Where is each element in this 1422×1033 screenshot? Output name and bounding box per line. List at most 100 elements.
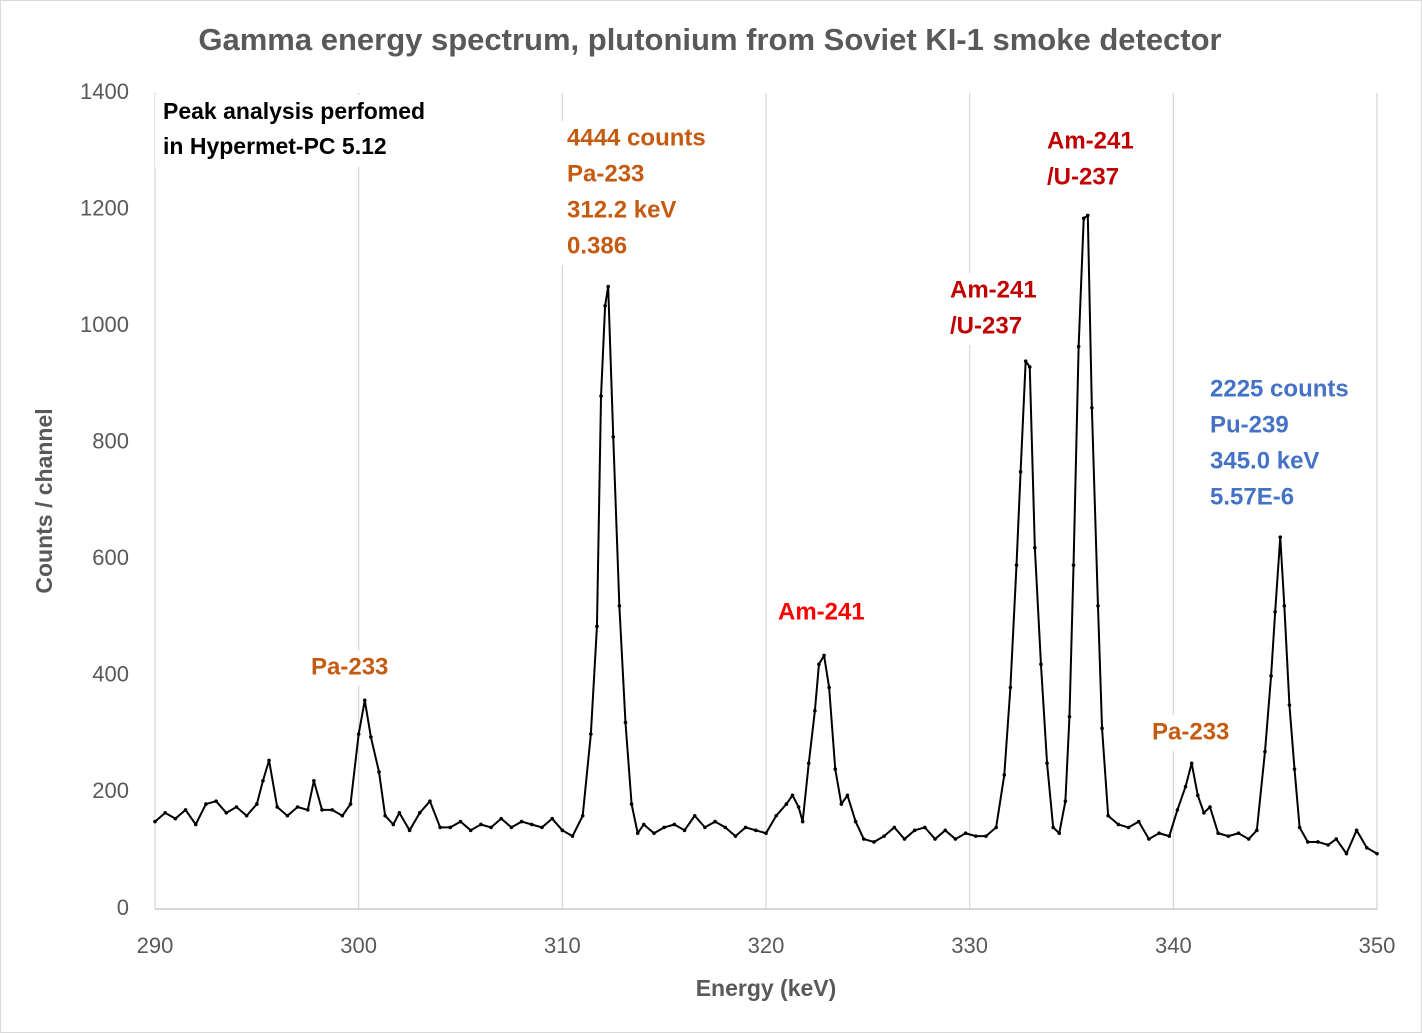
data-point — [943, 828, 948, 833]
data-point — [813, 709, 817, 713]
data-point — [800, 819, 805, 824]
data-point — [1076, 344, 1081, 349]
spectrum-line — [154, 214, 1378, 855]
x-tick-label: 300 — [340, 933, 377, 958]
data-point — [617, 604, 622, 608]
data-point — [1344, 851, 1349, 856]
data-point — [1081, 216, 1086, 221]
data-point — [1096, 604, 1100, 608]
data-point — [377, 770, 381, 774]
data-point — [1023, 359, 1028, 363]
data-point — [1051, 825, 1055, 830]
data-point — [305, 808, 310, 812]
annotation: /U-237 — [950, 312, 1022, 339]
annotation: in Hypermet-PC 5.12 — [163, 133, 387, 159]
x-tick-label: 340 — [1155, 933, 1192, 958]
data-point — [1136, 819, 1141, 824]
data-point — [417, 811, 422, 815]
data-point — [499, 816, 504, 821]
data-point — [369, 735, 373, 739]
y-tick-label: 0 — [117, 895, 129, 920]
data-point — [285, 813, 290, 818]
data-point — [1255, 828, 1259, 833]
data-point — [1375, 851, 1379, 856]
data-point — [295, 805, 300, 809]
annotation: 312.2 keV — [567, 196, 676, 223]
annotation-box — [303, 650, 400, 686]
y-tick-label: 200 — [92, 778, 129, 803]
data-point — [570, 834, 575, 838]
data-point — [153, 819, 157, 824]
data-point — [1326, 843, 1330, 847]
data-point — [662, 825, 666, 830]
data-point — [560, 828, 565, 833]
data-point — [1008, 685, 1013, 690]
y-tick-label: 800 — [92, 429, 129, 454]
data-point — [255, 802, 259, 806]
annotation: Peak analysis perfomed — [163, 98, 425, 124]
data-point — [912, 828, 917, 833]
data-point — [1202, 811, 1206, 815]
data-point — [853, 819, 858, 824]
data-point — [362, 698, 367, 703]
data-point — [1033, 545, 1037, 550]
data-point — [806, 761, 811, 766]
data-point — [872, 840, 876, 844]
data-point — [703, 825, 707, 830]
data-point — [1100, 726, 1104, 731]
data-point — [1014, 563, 1019, 567]
x-tick-label: 310 — [544, 933, 581, 958]
data-point — [1090, 405, 1094, 410]
data-point — [1269, 674, 1273, 678]
data-point — [1116, 822, 1121, 827]
data-point — [713, 819, 717, 824]
data-point — [1282, 604, 1287, 608]
data-point — [509, 825, 514, 830]
data-point — [923, 825, 927, 830]
data-point — [642, 822, 646, 827]
annotation: Am-241 — [1047, 127, 1134, 154]
data-point — [1057, 831, 1062, 836]
data-point — [383, 813, 387, 818]
data-point — [1278, 535, 1283, 539]
data-point — [1106, 813, 1110, 818]
data-point — [774, 813, 778, 818]
data-point — [275, 805, 280, 809]
x-tick-label: 350 — [1359, 933, 1396, 958]
annotation: 2225 counts — [1210, 375, 1349, 402]
annotation-box — [942, 273, 1039, 345]
data-point — [267, 758, 271, 763]
data-point — [1305, 840, 1310, 844]
data-point — [224, 811, 229, 815]
data-point — [193, 822, 198, 827]
data-point — [1334, 837, 1339, 841]
annotation: Pa-233 — [1152, 718, 1229, 745]
data-point — [1027, 365, 1032, 369]
data-point — [652, 831, 656, 836]
data-point — [1292, 767, 1297, 771]
data-point — [606, 284, 610, 289]
data-point — [183, 808, 188, 812]
data-point — [448, 825, 453, 830]
data-point — [540, 825, 544, 830]
y-tick-label: 1400 — [80, 79, 129, 104]
data-point — [1263, 749, 1267, 754]
data-point — [973, 834, 978, 838]
annotation: 5.57E-6 — [1210, 483, 1294, 510]
annotation: 4444 counts — [567, 124, 706, 151]
annotation-box — [1202, 372, 1367, 516]
data-point — [1126, 825, 1131, 830]
data-point — [984, 834, 988, 838]
data-point — [1039, 662, 1043, 666]
data-point — [1297, 825, 1302, 830]
data-point — [489, 825, 493, 830]
data-point — [822, 653, 826, 658]
annotation: Pa-233 — [311, 653, 388, 680]
data-point — [1167, 834, 1172, 838]
data-point — [391, 822, 396, 827]
data-point — [580, 813, 585, 818]
data-point — [1067, 714, 1072, 719]
data-point — [603, 303, 607, 308]
data-point — [204, 802, 208, 806]
